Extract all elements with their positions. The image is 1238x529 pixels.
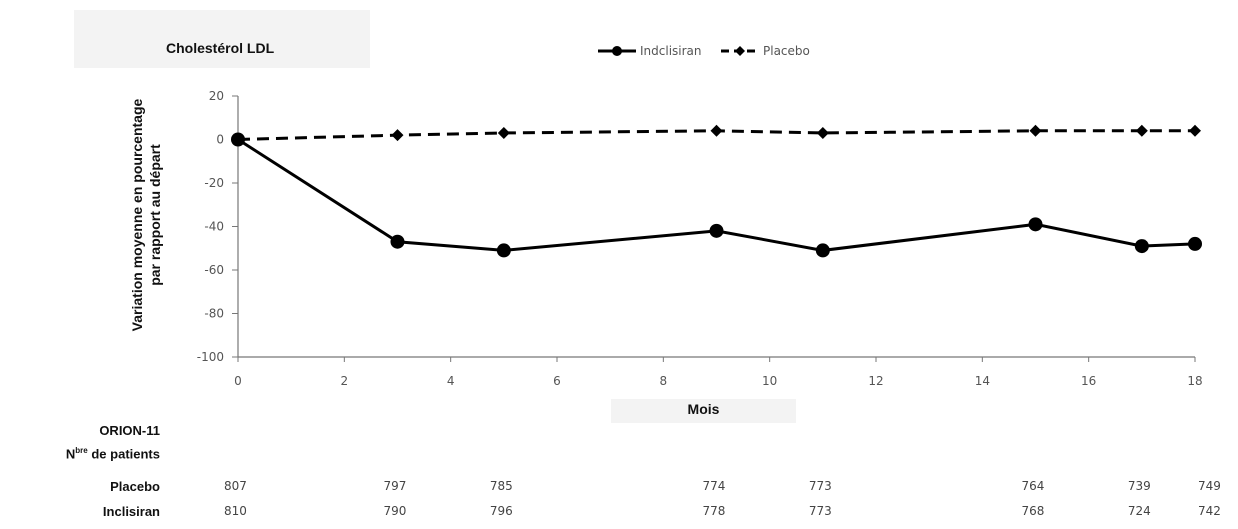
- data-point-indclisiran: [1134, 239, 1149, 254]
- table-cell: 807: [224, 479, 247, 493]
- y-tick-label: 0: [216, 133, 224, 147]
- data-point-indclisiran: [815, 243, 830, 258]
- table-row-label-inclisiran: Inclisiran: [102, 504, 160, 519]
- data-point-indclisiran: [1028, 217, 1043, 232]
- x-tick-label: 10: [762, 374, 777, 388]
- table-n-patients-label: Nbre de patients: [0, 446, 160, 461]
- data-point-indclisiran: [709, 223, 724, 238]
- table-cell: 764: [1021, 479, 1045, 493]
- y-tick-label: -100: [197, 350, 224, 364]
- x-tick-label: 0: [234, 374, 242, 388]
- x-tick-label: 8: [660, 374, 668, 388]
- x-axis-label: Mois: [687, 401, 720, 417]
- x-tick-label: 18: [1187, 374, 1202, 388]
- table-cell: 773: [808, 504, 832, 518]
- table-cell: 749: [1198, 479, 1221, 493]
- chart-title: Cholestérol LDL: [166, 40, 275, 56]
- y-tick-label: 20: [209, 89, 224, 103]
- table-cell: 724: [1127, 504, 1151, 518]
- data-point-placebo: [816, 126, 829, 139]
- data-point-placebo: [232, 133, 244, 146]
- legend-marker-placebo: [735, 46, 745, 56]
- n-label-sup: bre: [75, 446, 88, 455]
- table-cell: 739: [1127, 479, 1151, 493]
- x-axis-label-background: [611, 399, 796, 423]
- y-tick-label: -20: [204, 176, 224, 190]
- title-background: [74, 10, 370, 68]
- y-tick-label: -80: [204, 307, 224, 321]
- x-tick-label: 14: [975, 374, 990, 388]
- table-cell: 785: [489, 479, 513, 493]
- data-point-placebo: [391, 129, 404, 142]
- n-label-main: N: [65, 446, 76, 462]
- x-tick-label: 4: [447, 374, 455, 388]
- legend-label: Indclisiran: [640, 44, 702, 58]
- table-cell: 778: [702, 504, 726, 518]
- data-point-placebo: [1135, 124, 1148, 137]
- data-point-placebo: [710, 124, 723, 137]
- table-cell: 773: [808, 479, 832, 493]
- y-tick-label: -60: [204, 263, 224, 277]
- data-point-indclisiran: [496, 243, 511, 258]
- data-point-placebo: [497, 126, 510, 139]
- table-cell: 796: [489, 504, 513, 518]
- series-line-placebo: [237, 129, 1195, 141]
- legend-label: Placebo: [763, 44, 810, 58]
- x-tick-label: 6: [553, 374, 561, 388]
- data-point-indclisiran: [390, 234, 405, 249]
- table-cell: 742: [1198, 504, 1221, 518]
- data-point-placebo: [1189, 124, 1201, 137]
- table-study-label: ORION-11: [99, 423, 160, 438]
- table-cell: 768: [1021, 504, 1045, 518]
- y-tick-label: -40: [204, 220, 224, 234]
- table-cell: 810: [224, 504, 247, 518]
- table-cell: 790: [383, 504, 407, 518]
- data-point-indclisiran: [1188, 236, 1202, 251]
- table-row-label-placebo: Placebo: [110, 479, 160, 494]
- series-line-indclisiran: [237, 138, 1196, 252]
- x-tick-label: 16: [1081, 374, 1096, 388]
- table-cell: 797: [383, 479, 407, 493]
- legend-marker-indclisiran: [612, 46, 622, 56]
- x-tick-label: 2: [341, 374, 349, 388]
- x-tick-label: 12: [868, 374, 883, 388]
- n-label-rest: de patients: [87, 446, 160, 462]
- data-point-placebo: [1029, 124, 1042, 137]
- table-cell: 774: [702, 479, 726, 493]
